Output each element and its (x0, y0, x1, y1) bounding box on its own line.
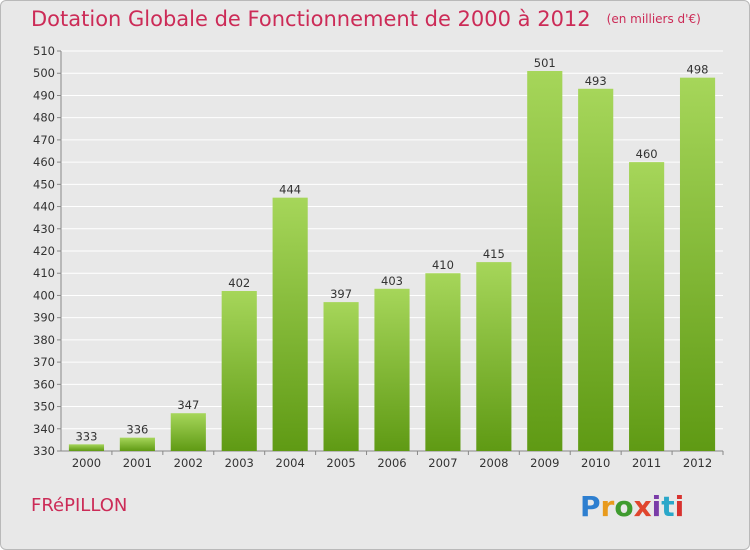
commune-name: FRéPILLON (31, 495, 128, 516)
data-label: 415 (483, 247, 505, 261)
x-tick-label: 2004 (276, 456, 305, 470)
x-tick-label: 2005 (326, 456, 355, 470)
bar-2008 (476, 262, 512, 451)
y-tick-label: 450 (33, 177, 55, 191)
logo-letter: i (674, 490, 685, 523)
bar-2012 (679, 77, 716, 452)
y-tick-label: 460 (33, 155, 55, 169)
x-tick-label: 2001 (123, 456, 152, 470)
bars (68, 71, 716, 452)
y-tick-label: 340 (33, 422, 55, 436)
data-label: 333 (75, 429, 97, 443)
bar-2001 (119, 437, 155, 451)
y-tick-labels: 330 340 350 360 370 380 390 400 410 420 430 440 450 4… (33, 44, 55, 458)
logo-letter: P (580, 490, 601, 523)
x-tick-label: 2011 (632, 456, 661, 470)
data-label: 444 (279, 183, 301, 197)
data-label: 403 (381, 274, 403, 288)
y-tick-label: 490 (33, 88, 55, 102)
y-tick-label: 430 (33, 222, 55, 236)
y-tick-label: 330 (33, 444, 55, 458)
y-tick-label: 480 (33, 111, 55, 125)
y-tick-label: 510 (33, 44, 55, 58)
x-tick-label: 2002 (174, 456, 203, 470)
bar-2009 (527, 71, 563, 451)
bar-2006 (374, 288, 410, 451)
bar-2011 (629, 162, 665, 451)
y-tick-label: 350 (33, 400, 55, 414)
y-tick-label: 360 (33, 377, 55, 391)
y-tick-label: 410 (33, 266, 55, 280)
x-tick-label: 2007 (428, 456, 457, 470)
bar-2007 (425, 273, 461, 451)
data-label: 460 (636, 147, 658, 161)
y-tick-label: 380 (33, 333, 55, 347)
data-label: 498 (687, 63, 709, 77)
chart-title-text: Dotation Globale de Fonctionnement de 20… (31, 7, 591, 31)
x-tick-label: 2009 (530, 456, 559, 470)
x-tick-label: 2008 (479, 456, 508, 470)
chart-subtitle: (en milliers d'€) (606, 12, 701, 26)
logo-letter: x (633, 490, 652, 523)
x-tick-label: 2006 (377, 456, 406, 470)
y-tick-label: 440 (33, 200, 55, 214)
logo-letter: o (614, 490, 634, 523)
x-tick-label: 2012 (683, 456, 712, 470)
y-tick-label: 420 (33, 244, 55, 258)
data-label: 336 (126, 423, 148, 437)
logo-letter: t (661, 490, 675, 523)
y-tick-label: 390 (33, 311, 55, 325)
x-tick-label: 2010 (581, 456, 610, 470)
data-labels: 333 336 347 402 444 397 403 410 415 501 493 460 498 (75, 56, 708, 443)
y-tick-label: 400 (33, 288, 55, 302)
bar-2000 (68, 444, 105, 451)
y-tick-label: 470 (33, 133, 55, 147)
data-label: 347 (177, 398, 199, 412)
y-tick-label: 500 (33, 66, 55, 80)
bar-2010 (578, 88, 614, 452)
logo-letter: i (651, 490, 662, 523)
logo-letter: r (600, 490, 615, 523)
proxiti-logo: Proxiti (580, 490, 685, 523)
data-label: 501 (534, 56, 556, 70)
data-label: 397 (330, 287, 352, 301)
x-tick-label: 2003 (225, 456, 254, 470)
bar-2005 (323, 302, 359, 451)
y-tick-label: 370 (33, 355, 55, 369)
x-tick-labels: 2000 2001 2002 2003 2004 2005 2006 2007 2008 2009… (72, 451, 724, 470)
data-label: 402 (228, 276, 250, 290)
bar-2002 (170, 413, 206, 451)
chart-title: Dotation Globale de Fonctionnement de 20… (31, 7, 701, 31)
data-label: 410 (432, 258, 454, 272)
x-tick-label: 2000 (72, 456, 101, 470)
bar-2003 (221, 291, 257, 451)
bar-2004 (272, 197, 308, 451)
data-label: 493 (585, 74, 607, 88)
